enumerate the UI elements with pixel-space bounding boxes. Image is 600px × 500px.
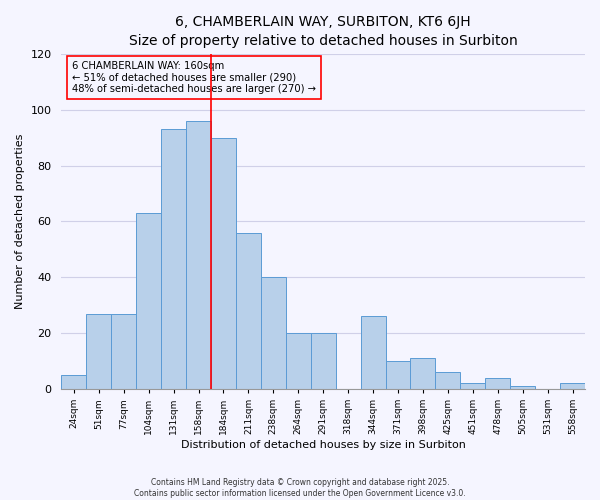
Bar: [410, 358, 436, 389]
Bar: [485, 378, 510, 389]
Title: 6, CHAMBERLAIN WAY, SURBITON, KT6 6JH
Size of property relative to detached hous: 6, CHAMBERLAIN WAY, SURBITON, KT6 6JH Si…: [129, 15, 518, 48]
X-axis label: Distribution of detached houses by size in Surbiton: Distribution of detached houses by size …: [181, 440, 466, 450]
Bar: [61, 375, 86, 389]
Bar: [361, 316, 386, 389]
Bar: [460, 384, 485, 389]
Y-axis label: Number of detached properties: Number of detached properties: [15, 134, 25, 309]
Text: Contains HM Land Registry data © Crown copyright and database right 2025.
Contai: Contains HM Land Registry data © Crown c…: [134, 478, 466, 498]
Text: 6 CHAMBERLAIN WAY: 160sqm
← 51% of detached houses are smaller (290)
48% of semi: 6 CHAMBERLAIN WAY: 160sqm ← 51% of detac…: [72, 60, 316, 94]
Bar: [211, 138, 236, 389]
Bar: [161, 130, 186, 389]
Bar: [560, 384, 585, 389]
Bar: [186, 121, 211, 389]
Bar: [311, 333, 335, 389]
Bar: [111, 314, 136, 389]
Bar: [86, 314, 111, 389]
Bar: [386, 361, 410, 389]
Bar: [510, 386, 535, 389]
Bar: [136, 213, 161, 389]
Bar: [261, 278, 286, 389]
Bar: [236, 232, 261, 389]
Bar: [286, 333, 311, 389]
Bar: [436, 372, 460, 389]
